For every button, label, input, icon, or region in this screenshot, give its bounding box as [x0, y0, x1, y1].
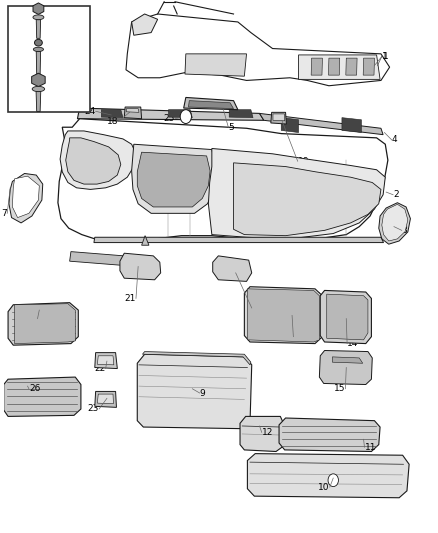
Text: 11: 11 [364, 443, 376, 452]
Polygon shape [279, 418, 380, 451]
Polygon shape [4, 377, 81, 416]
Polygon shape [342, 118, 361, 133]
Polygon shape [332, 357, 363, 364]
Polygon shape [60, 131, 136, 189]
Polygon shape [36, 91, 41, 111]
Circle shape [180, 110, 191, 124]
Polygon shape [185, 54, 247, 76]
Text: 1: 1 [383, 52, 389, 61]
Ellipse shape [32, 86, 45, 92]
Polygon shape [12, 176, 39, 217]
Circle shape [328, 474, 339, 487]
Text: 12: 12 [262, 428, 273, 437]
Polygon shape [229, 110, 253, 118]
Text: 1: 1 [382, 52, 388, 61]
Polygon shape [346, 58, 357, 75]
Text: 26: 26 [29, 384, 40, 393]
Polygon shape [70, 252, 124, 265]
Ellipse shape [33, 15, 44, 20]
Polygon shape [36, 51, 41, 74]
Polygon shape [382, 204, 408, 241]
Polygon shape [188, 101, 233, 109]
Text: 23: 23 [88, 405, 99, 414]
Polygon shape [132, 144, 216, 213]
Text: 21: 21 [124, 294, 136, 303]
Text: 15: 15 [334, 384, 346, 393]
Polygon shape [8, 303, 78, 345]
Text: 19: 19 [298, 157, 309, 166]
Polygon shape [299, 55, 380, 79]
Text: 2: 2 [393, 190, 399, 199]
Polygon shape [32, 73, 45, 86]
Polygon shape [273, 114, 285, 121]
Polygon shape [78, 108, 264, 120]
Polygon shape [233, 163, 381, 236]
Polygon shape [327, 294, 368, 340]
Text: 5: 5 [228, 123, 234, 132]
Text: 9: 9 [200, 389, 205, 398]
Text: 22: 22 [94, 364, 106, 373]
Polygon shape [97, 356, 114, 365]
Polygon shape [363, 58, 374, 75]
Polygon shape [101, 110, 123, 118]
Polygon shape [58, 119, 388, 241]
Polygon shape [9, 173, 43, 223]
Polygon shape [328, 58, 340, 75]
Polygon shape [281, 118, 299, 133]
Polygon shape [94, 237, 384, 243]
Polygon shape [66, 138, 121, 184]
Polygon shape [320, 290, 371, 344]
Text: 8: 8 [402, 226, 407, 235]
Polygon shape [142, 352, 251, 365]
Text: 24: 24 [85, 107, 95, 116]
Text: 13: 13 [293, 332, 305, 341]
Polygon shape [169, 110, 192, 118]
Polygon shape [379, 203, 410, 244]
Text: 20: 20 [50, 90, 62, 99]
Polygon shape [95, 353, 117, 368]
Polygon shape [319, 351, 372, 384]
Polygon shape [240, 416, 285, 451]
Text: 6: 6 [50, 19, 57, 28]
Polygon shape [137, 354, 252, 429]
Text: 25: 25 [164, 114, 175, 123]
Polygon shape [141, 236, 149, 245]
Polygon shape [95, 391, 117, 407]
Polygon shape [260, 114, 383, 135]
Polygon shape [97, 394, 113, 403]
Bar [8, 6, 90, 112]
Polygon shape [126, 14, 390, 86]
Polygon shape [213, 256, 252, 281]
Polygon shape [244, 287, 322, 344]
Polygon shape [247, 454, 409, 498]
Text: 21: 21 [252, 303, 263, 312]
Polygon shape [14, 304, 75, 344]
Polygon shape [120, 253, 161, 280]
Polygon shape [33, 3, 44, 14]
Text: 16: 16 [26, 314, 38, 323]
Polygon shape [132, 14, 158, 35]
Text: 20: 20 [59, 98, 71, 107]
Text: 7: 7 [1, 209, 7, 218]
Text: 17: 17 [50, 53, 62, 61]
Polygon shape [36, 20, 41, 38]
Ellipse shape [35, 39, 42, 46]
Text: 18: 18 [107, 117, 119, 126]
Polygon shape [124, 107, 141, 119]
Text: 14: 14 [347, 339, 358, 348]
Polygon shape [247, 289, 319, 342]
Ellipse shape [33, 47, 43, 52]
Polygon shape [311, 58, 322, 75]
Text: 10: 10 [318, 482, 330, 491]
Text: 6: 6 [59, 27, 65, 36]
Text: 4: 4 [392, 135, 397, 144]
Polygon shape [127, 109, 139, 112]
Polygon shape [271, 112, 286, 124]
Polygon shape [208, 149, 385, 239]
Polygon shape [137, 152, 210, 207]
Polygon shape [184, 98, 238, 110]
Text: 17: 17 [59, 61, 71, 70]
